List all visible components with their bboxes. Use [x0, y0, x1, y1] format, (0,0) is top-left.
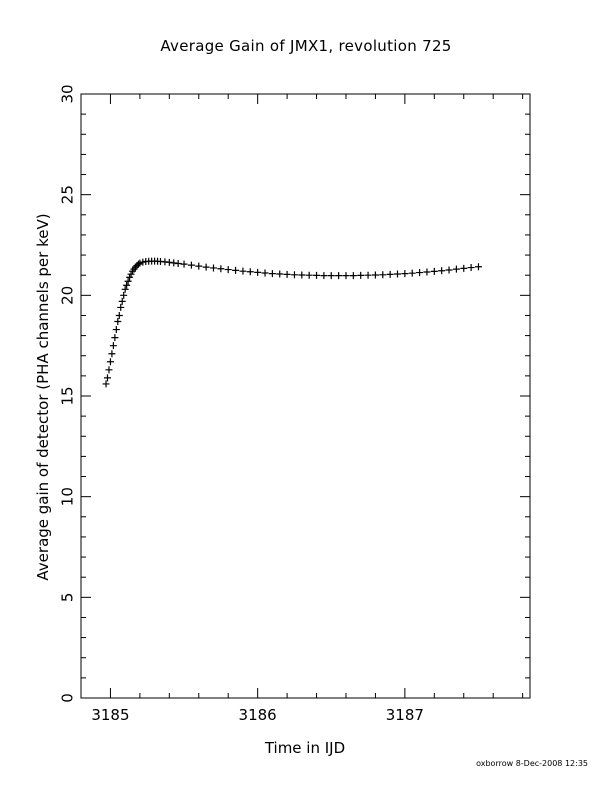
- data-point: [364, 271, 372, 279]
- data-point: [335, 272, 343, 280]
- data-point: [379, 271, 387, 279]
- data-point: [180, 260, 188, 268]
- data-point: [474, 263, 482, 271]
- data-point: [298, 271, 306, 279]
- data-point: [452, 265, 460, 273]
- x-tick-label: 3185: [91, 706, 129, 724]
- data-point: [115, 311, 123, 319]
- data-point: [118, 297, 126, 305]
- data-point: [187, 261, 195, 269]
- data-point: [139, 258, 147, 266]
- data-point: [105, 366, 113, 374]
- data-point: [165, 258, 173, 266]
- data-point: [114, 318, 122, 326]
- data-point: [416, 269, 424, 277]
- data-point: [127, 270, 135, 278]
- data-point: [121, 285, 129, 293]
- y-tick-label: 5: [59, 593, 77, 603]
- data-point: [112, 326, 120, 334]
- data-point: [124, 277, 132, 285]
- x-tick-label: 3186: [239, 706, 277, 724]
- data-point: [209, 264, 217, 272]
- data-point: [232, 266, 240, 274]
- data-point: [174, 260, 182, 268]
- data-point: [170, 259, 178, 267]
- y-tick-label: 0: [59, 693, 77, 703]
- data-point: [423, 268, 431, 276]
- data-point: [276, 270, 284, 278]
- data-point: [239, 267, 247, 275]
- data-point: [401, 270, 409, 278]
- data-point: [371, 271, 379, 279]
- data-point: [261, 269, 269, 277]
- data-point: [320, 272, 328, 280]
- data-point: [120, 291, 128, 299]
- data-point: [246, 268, 254, 276]
- data-point: [217, 265, 225, 273]
- data-point: [327, 272, 335, 280]
- data-point: [202, 263, 210, 271]
- x-tick-label: 3187: [386, 706, 424, 724]
- chart-title: Average Gain of JMX1, revolution 725: [160, 37, 452, 55]
- data-point: [195, 262, 203, 270]
- data-point: [430, 267, 438, 275]
- data-point: [467, 264, 475, 272]
- data-point: [342, 272, 350, 280]
- data-point: [349, 272, 357, 280]
- data-point: [102, 380, 110, 388]
- data-point: [136, 259, 144, 267]
- data-point: [224, 266, 232, 274]
- data-point: [268, 270, 276, 278]
- data-point: [103, 374, 111, 382]
- data-point: [283, 270, 291, 278]
- data-point: [109, 342, 117, 350]
- y-tick-label: 10: [59, 487, 77, 506]
- data-point: [106, 358, 114, 366]
- x-axis-label: Time in IJD: [264, 739, 346, 757]
- y-tick-label: 25: [59, 185, 77, 204]
- y-axis-label: Average gain of detector (PHA channels p…: [34, 213, 52, 581]
- footer-stamp: oxborrow 8-Dec-2008 12:35: [476, 759, 588, 768]
- data-point: [408, 269, 416, 277]
- data-point: [108, 350, 116, 358]
- data-point: [131, 263, 139, 271]
- data-point: [117, 303, 125, 311]
- data-point: [123, 281, 131, 289]
- y-tick-label: 15: [59, 386, 77, 405]
- data-point: [438, 267, 446, 275]
- data-point: [305, 271, 313, 279]
- data-point: [313, 271, 321, 279]
- data-point: [394, 270, 402, 278]
- data-point: [445, 266, 453, 274]
- y-tick-label: 20: [59, 286, 77, 305]
- data-point: [126, 273, 134, 281]
- data-point: [290, 271, 298, 279]
- plot-frame: [80, 93, 531, 699]
- data-point: [357, 271, 365, 279]
- y-tick-label: 30: [59, 84, 77, 103]
- data-point: [134, 260, 142, 268]
- data-point: [111, 334, 119, 342]
- data-point: [460, 264, 468, 272]
- data-point: [254, 268, 262, 276]
- data-point: [386, 270, 394, 278]
